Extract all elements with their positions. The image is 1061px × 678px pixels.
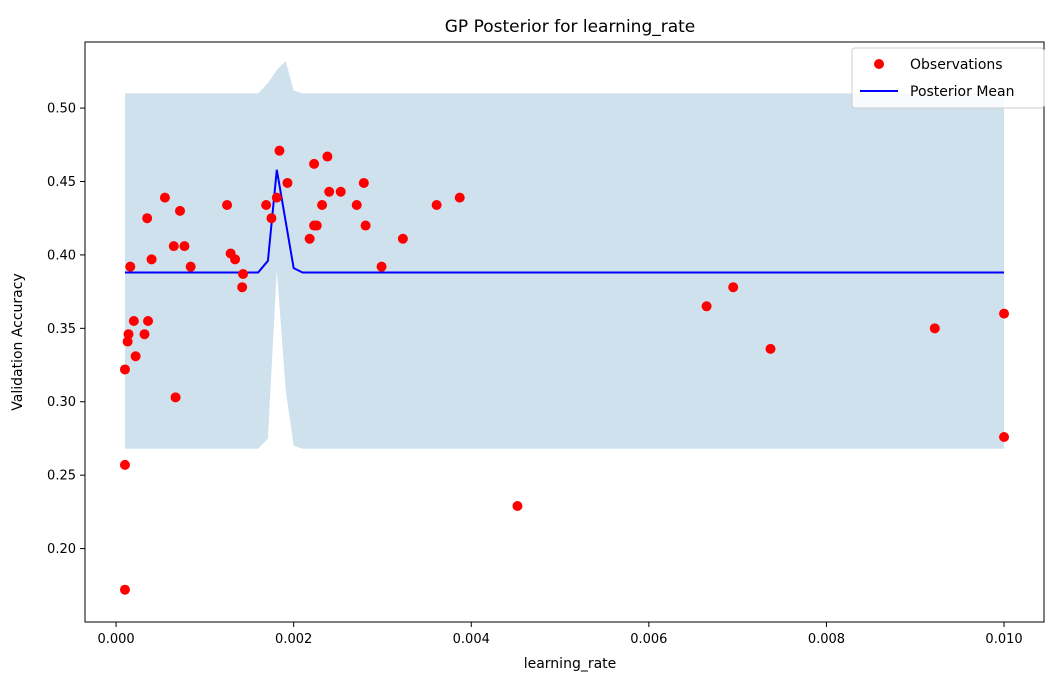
observation-point bbox=[454, 192, 465, 203]
observation-point bbox=[125, 261, 136, 272]
observation-point bbox=[929, 323, 940, 334]
observation-point bbox=[271, 192, 282, 203]
y-axis: 0.20 0.25 0.30 0.35 0.40 0.45 0.50 bbox=[47, 102, 85, 557]
observation-point bbox=[358, 177, 369, 188]
chart-title: GP Posterior for learning_rate bbox=[445, 17, 696, 37]
y-tick-label: 0.30 bbox=[47, 395, 76, 410]
confidence-band bbox=[124, 61, 1005, 449]
observation-point bbox=[376, 261, 387, 272]
y-tick-label: 0.35 bbox=[47, 322, 76, 337]
observation-point bbox=[170, 392, 181, 403]
x-tick-label: 0.004 bbox=[453, 632, 490, 647]
observation-point bbox=[185, 261, 196, 272]
y-tick-label: 0.50 bbox=[47, 102, 76, 117]
legend-box bbox=[851, 47, 1045, 109]
y-axis-label: Validation Accuracy bbox=[10, 273, 26, 411]
x-axis-label: learning_rate bbox=[524, 656, 617, 672]
posterior-mean-line bbox=[124, 169, 1005, 274]
observation-point bbox=[261, 199, 272, 210]
observation-point bbox=[238, 269, 249, 279]
observation-point bbox=[512, 501, 523, 511]
observation-point bbox=[266, 213, 277, 224]
observation-point bbox=[119, 364, 130, 375]
observation-point bbox=[335, 186, 346, 197]
observation-point bbox=[128, 315, 139, 326]
observation-point bbox=[142, 213, 153, 224]
observation-point bbox=[222, 199, 233, 210]
y-tick-label: 0.20 bbox=[47, 542, 76, 557]
legend-observations-marker bbox=[874, 59, 884, 69]
observation-point bbox=[230, 254, 241, 265]
observation-point bbox=[311, 220, 322, 231]
observation-point bbox=[304, 233, 315, 244]
observation-point bbox=[237, 282, 248, 293]
observation-point bbox=[175, 205, 186, 216]
legend-observations-label: Observations bbox=[910, 57, 1003, 73]
observation-point bbox=[179, 241, 190, 252]
legend-mean-label: Posterior Mean bbox=[910, 84, 1014, 100]
observation-point bbox=[123, 329, 134, 340]
plot-area bbox=[119, 61, 1010, 595]
x-tick-label: 0.000 bbox=[97, 632, 134, 647]
axes-frame bbox=[84, 41, 1045, 623]
x-tick-label: 0.002 bbox=[275, 632, 312, 647]
observation-point bbox=[324, 186, 335, 197]
observation-point bbox=[728, 282, 739, 293]
x-tick-label: 0.010 bbox=[985, 632, 1022, 647]
observation-point bbox=[999, 308, 1010, 319]
observation-point bbox=[139, 329, 150, 340]
y-tick-label: 0.25 bbox=[47, 469, 76, 484]
observation-point bbox=[274, 145, 285, 156]
observation-point bbox=[397, 233, 408, 244]
observation-point bbox=[282, 177, 293, 188]
observation-point bbox=[168, 241, 179, 252]
observation-point bbox=[322, 151, 333, 162]
observation-point bbox=[130, 351, 141, 362]
x-tick-label: 0.008 bbox=[808, 632, 845, 647]
observation-point bbox=[309, 158, 320, 169]
observation-point bbox=[351, 199, 362, 210]
observation-point bbox=[119, 584, 130, 595]
observation-point bbox=[360, 220, 371, 231]
observation-point bbox=[119, 459, 130, 470]
y-tick-label: 0.40 bbox=[47, 248, 76, 263]
x-tick-label: 0.006 bbox=[630, 632, 667, 647]
observation-point bbox=[317, 199, 328, 210]
x-axis: 0.000 0.002 0.004 0.006 0.008 0.010 bbox=[97, 622, 1023, 647]
observation-point bbox=[431, 199, 442, 210]
observation-point bbox=[765, 343, 776, 354]
observation-point bbox=[122, 336, 133, 347]
observation-point bbox=[159, 192, 170, 203]
observation-point bbox=[146, 254, 157, 265]
observation-point bbox=[143, 315, 154, 326]
observation-point bbox=[999, 431, 1010, 442]
legend: Observations Posterior Mean bbox=[851, 47, 1045, 109]
observation-point bbox=[701, 301, 712, 312]
y-tick-label: 0.45 bbox=[47, 175, 76, 190]
